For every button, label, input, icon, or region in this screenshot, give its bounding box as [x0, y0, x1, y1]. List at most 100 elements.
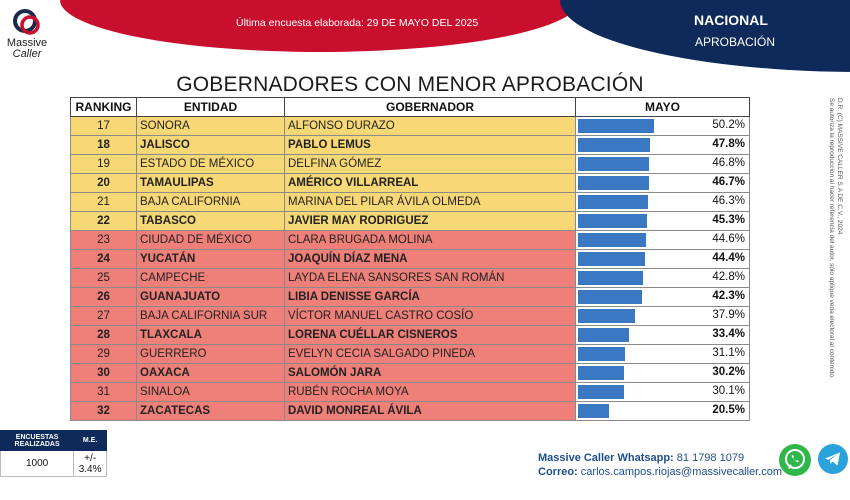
approval-bar: [578, 309, 635, 323]
rank-cell: 23: [70, 230, 137, 250]
approval-value: 31.1%: [712, 347, 745, 359]
governor-cell: JOAQUÍN DÍAZ MENA: [284, 249, 576, 269]
entity-cell: ZACATECAS: [136, 401, 285, 421]
approval-bar: [578, 366, 624, 380]
approval-value: 47.8%: [712, 138, 745, 150]
entity-cell: JALISCO: [136, 135, 285, 155]
entity-cell: SONORA: [136, 116, 285, 136]
approval-cell: 33.4%: [575, 325, 750, 345]
contact-info: Massive Caller Whatsapp: 81 1798 1079 Co…: [538, 451, 782, 479]
table-row: 22 TABASCO JAVIER MAY RODRIGUEZ 45.3%: [70, 211, 750, 231]
rank-cell: 31: [70, 382, 137, 402]
entity-cell: ESTADO DE MÉXICO: [136, 154, 285, 174]
approval-value: 46.3%: [712, 195, 745, 207]
topic-label: APROBACIÓN: [695, 35, 776, 49]
rank-cell: 18: [70, 135, 137, 155]
table-row: 24 YUCATÁN JOAQUÍN DÍAZ MENA 44.4%: [70, 249, 750, 269]
table-row: 27 BAJA CALIFORNIA SUR VÍCTOR MANUEL CASTR…: [70, 306, 750, 326]
approval-cell: 46.8%: [575, 154, 750, 174]
table-row: 32 ZACATECAS DAVID MONREAL ÁVILA 20.5%: [70, 401, 750, 421]
entity-cell: TABASCO: [136, 211, 285, 231]
rank-cell: 17: [70, 116, 137, 136]
rank-cell: 30: [70, 363, 137, 383]
email-link[interactable]: carlos.campos.riojas@massivecaller.com: [580, 466, 783, 478]
approval-value: 45.3%: [712, 214, 745, 226]
approval-bar: [578, 138, 650, 152]
col-entity: ENTIDAD: [136, 97, 285, 117]
logo-mark-icon: [13, 9, 40, 35]
governor-cell: LIBIA DENISSE GARCÍA: [284, 287, 576, 307]
entity-cell: BAJA CALIFORNIA SUR: [136, 306, 285, 326]
approval-bar: [578, 233, 646, 247]
rank-cell: 21: [70, 192, 137, 212]
legal-line-2: Se autoriza la reproducción al hacer ref…: [828, 98, 835, 379]
governor-cell: JAVIER MAY RODRIGUEZ: [284, 211, 576, 231]
rank-cell: 28: [70, 325, 137, 345]
ranking-table: RANKING ENTIDAD GOBERNADOR MAYO 17 SONORA…: [70, 97, 750, 421]
table-row: 23 CIUDAD DE MÉXICO CLARA BRUGADA MOLINA 44…: [70, 230, 750, 250]
approval-bar: [578, 290, 642, 304]
approval-value: 50.2%: [712, 119, 745, 131]
stats-surveys-value: 1000: [0, 450, 75, 477]
rank-cell: 25: [70, 268, 137, 288]
rank-cell: 29: [70, 344, 137, 364]
governor-cell: DAVID MONREAL ÁVILA: [284, 401, 576, 421]
approval-value: 33.4%: [712, 328, 745, 340]
approval-value: 46.7%: [712, 176, 745, 188]
governor-cell: DELFINA GÓMEZ: [284, 154, 576, 174]
governor-cell: VÍCTOR MANUEL CASTRO COSÍO: [284, 306, 576, 326]
approval-cell: 44.4%: [575, 249, 750, 269]
email-label: Correo:: [538, 466, 578, 478]
governor-cell: LORENA CUÉLLAR CISNEROS: [284, 325, 576, 345]
table-row: 29 GUERRERO EVELYN CECIA SALGADO PINEDA 31.…: [70, 344, 750, 364]
governor-cell: LAYDA ELENA SANSORES SAN ROMÁN: [284, 268, 576, 288]
approval-cell: 30.2%: [575, 363, 750, 383]
approval-bar: [578, 328, 629, 342]
telegram-icon[interactable]: [817, 443, 849, 475]
approval-cell: 47.8%: [575, 135, 750, 155]
entity-cell: TAMAULIPAS: [136, 173, 285, 193]
whatsapp-number[interactable]: 81 1798 1079: [676, 452, 745, 464]
approval-cell: 46.3%: [575, 192, 750, 212]
approval-bar: [578, 347, 625, 361]
approval-bar: [578, 271, 643, 285]
entity-cell: SINALOA: [136, 382, 285, 402]
stats-me-header: M.E.: [73, 430, 107, 451]
logo-text-caller: Caller: [12, 48, 42, 60]
table-row: 21 BAJA CALIFORNIA MARINA DEL PILAR ÁVILA …: [70, 192, 750, 212]
stats-surveys-header: ENCUESTAS REALIZADAS: [0, 430, 75, 451]
table-row: 17 SONORA ALFONSO DURAZO 50.2%: [70, 116, 750, 136]
scope-label: NACIONAL: [694, 12, 768, 28]
governor-cell: RUBÉN ROCHA MOYA: [284, 382, 576, 402]
entity-cell: OAXACA: [136, 363, 285, 383]
approval-cell: 46.7%: [575, 173, 750, 193]
approval-bar: [578, 157, 649, 171]
approval-value: 42.8%: [712, 271, 745, 283]
legal-notice: D.R. (C) MASSIVE CALLER S.A DE C.V., 202…: [828, 98, 845, 418]
approval-value: 46.8%: [712, 157, 745, 169]
approval-cell: 42.8%: [575, 268, 750, 288]
last-survey-date: Última encuesta elaborada: 29 DE MAYO DE…: [236, 17, 479, 29]
rank-cell: 22: [70, 211, 137, 231]
entity-cell: BAJA CALIFORNIA: [136, 192, 285, 212]
table-row: 18 JALISCO PABLO LEMUS 47.8%: [70, 135, 750, 155]
whatsapp-icon[interactable]: [778, 443, 812, 477]
governor-cell: ALFONSO DURAZO: [284, 116, 576, 136]
table-row: 30 OAXACA SALOMÓN JARA 30.2%: [70, 363, 750, 383]
entity-cell: TLAXCALA: [136, 325, 285, 345]
entity-cell: YUCATÁN: [136, 249, 285, 269]
approval-bar: [578, 404, 609, 418]
rank-cell: 32: [70, 401, 137, 421]
page-title: GOBERNADORES CON MENOR APROBACIÓN: [176, 73, 644, 96]
approval-bar: [578, 195, 648, 209]
approval-cell: 20.5%: [575, 401, 750, 421]
approval-cell: 37.9%: [575, 306, 750, 326]
governor-cell: CLARA BRUGADA MOLINA: [284, 230, 576, 250]
table-row: 19 ESTADO DE MÉXICO DELFINA GÓMEZ 46.8%: [70, 154, 750, 174]
entity-cell: GUERRERO: [136, 344, 285, 364]
approval-value: 42.3%: [712, 290, 745, 302]
rank-cell: 26: [70, 287, 137, 307]
approval-bar: [578, 119, 654, 133]
approval-value: 44.6%: [712, 233, 745, 245]
approval-bar: [578, 214, 647, 228]
